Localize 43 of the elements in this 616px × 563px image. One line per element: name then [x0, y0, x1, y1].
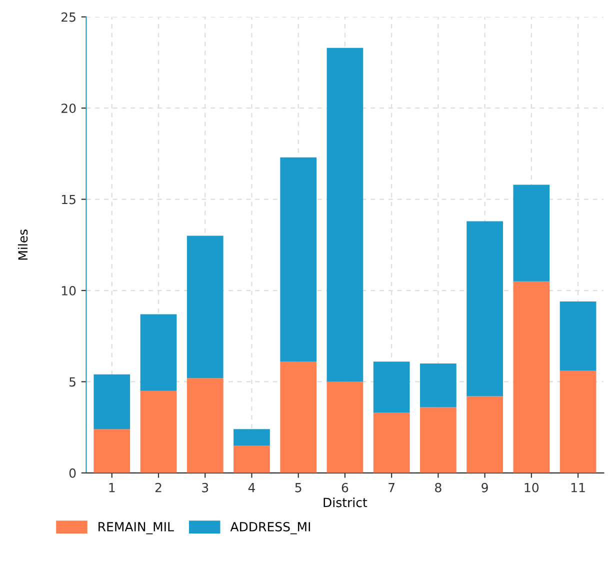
y-tick-label: 0 — [69, 468, 76, 478]
bar — [234, 446, 270, 473]
y-tick-label: 5 — [70, 377, 76, 387]
bar — [513, 281, 550, 473]
x-tick-label: 2 — [155, 482, 162, 492]
bar — [140, 314, 177, 391]
x-tick-label: 9 — [482, 482, 488, 492]
y-tick-label: 20 — [62, 104, 76, 114]
x-tick-label: 7 — [388, 483, 394, 492]
bar — [94, 374, 130, 430]
bar — [560, 301, 596, 371]
x-tick-label: 8 — [435, 482, 442, 492]
bar — [420, 407, 456, 473]
x-tick-label: 6 — [342, 482, 348, 492]
bar — [280, 157, 317, 362]
bar — [513, 184, 550, 282]
bar — [420, 363, 456, 408]
x-tick-label: 10 — [524, 482, 539, 492]
x-tick-label: 5 — [295, 483, 302, 492]
y-axis-title: Miles — [18, 230, 28, 260]
bar — [186, 236, 224, 378]
legend-label: ADDRESS_MI — [230, 522, 310, 534]
bar — [466, 396, 503, 473]
x-axis-title: District — [324, 498, 368, 508]
bar — [326, 382, 364, 473]
x-tick-label: 11 — [571, 483, 585, 492]
bar — [466, 221, 503, 396]
x-tick-label: 3 — [202, 482, 208, 492]
bar — [234, 429, 270, 446]
y-tick-label: 25 — [62, 12, 76, 22]
legend-label: REMAIN_MIL — [98, 522, 174, 534]
bar — [373, 362, 410, 413]
bar — [560, 370, 596, 473]
x-tick-label: 4 — [248, 483, 256, 492]
bar — [94, 429, 130, 473]
bar — [280, 362, 317, 473]
y-tick-label: 15 — [62, 194, 76, 204]
y-tick-label: 10 — [62, 286, 76, 296]
bar — [326, 48, 364, 382]
bar — [373, 412, 410, 473]
bar — [186, 378, 224, 473]
x-tick-label: 1 — [109, 483, 115, 492]
bar — [140, 390, 177, 473]
